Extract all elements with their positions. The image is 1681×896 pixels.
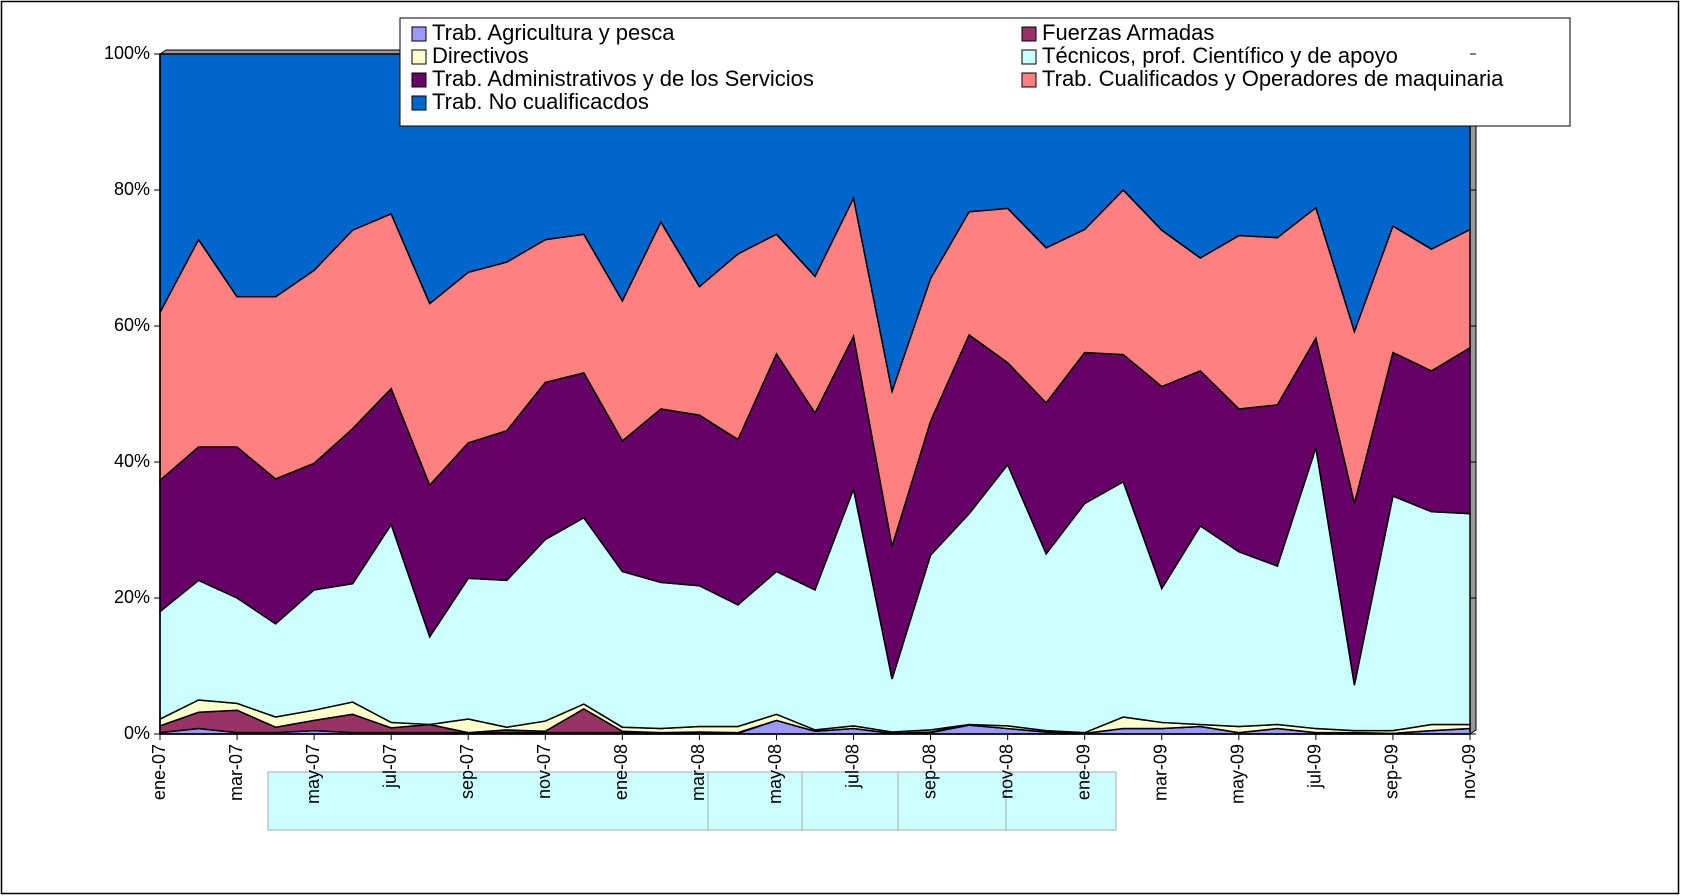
x-tick-label: nov-09 <box>1459 744 1479 799</box>
x-tick-label: mar-07 <box>226 744 246 801</box>
x-tick-label: jul-08 <box>842 744 862 789</box>
x-tick-label: may-09 <box>1228 744 1248 804</box>
x-tick-label: may-08 <box>765 744 785 804</box>
y-tick-label: 40% <box>114 451 150 471</box>
legend-swatch <box>1021 49 1037 65</box>
legend-label: Fuerzas Armadas <box>1042 20 1214 45</box>
y-tick-label: 100% <box>104 43 150 63</box>
y-tick-label: 0% <box>124 723 150 743</box>
x-tick-label: nov-07 <box>534 744 554 799</box>
x-tick-label: may-07 <box>303 744 323 804</box>
legend-label: Trab. Cualificados y Operadores de maqui… <box>1042 66 1504 91</box>
legend-swatch <box>411 72 427 88</box>
x-tick-label: jul-07 <box>380 744 400 789</box>
legend-label: Trab. No cualificacdos <box>432 89 649 114</box>
data-table <box>267 771 1117 831</box>
x-tick-label: ene-09 <box>1073 744 1093 800</box>
legend-swatch <box>411 49 427 65</box>
x-tick-label: nov-08 <box>996 744 1016 799</box>
legend-label: Trab. Administrativos y de los Servicios <box>432 66 814 91</box>
x-tick-label: mar-08 <box>688 744 708 801</box>
x-tick-label: ene-07 <box>149 744 169 800</box>
y-tick-label: 20% <box>114 587 150 607</box>
legend-box <box>399 17 1571 127</box>
legend-label: Directivos <box>432 43 529 68</box>
legend-label: Trab. Agricultura y pesca <box>432 20 675 45</box>
legend-label: Técnicos, prof. Científico y de apoyo <box>1042 43 1398 68</box>
x-tick-label: sep-08 <box>919 744 939 799</box>
legend-swatch <box>411 95 427 111</box>
legend-swatch <box>1021 72 1037 88</box>
legend-swatch <box>1021 26 1037 42</box>
x-tick-label: mar-09 <box>1151 744 1171 801</box>
x-tick-label: jul-09 <box>1305 744 1325 789</box>
y-tick-label: 80% <box>114 179 150 199</box>
plot <box>159 53 1471 735</box>
x-tick-label: sep-09 <box>1382 744 1402 799</box>
legend-swatch <box>411 26 427 42</box>
x-tick-label: sep-07 <box>457 744 477 799</box>
y-tick-label: 60% <box>114 315 150 335</box>
legend: Trab. Agricultura y pesca Fuerzas Armadas… <box>399 17 1571 127</box>
x-tick-label: ene-08 <box>611 744 631 800</box>
